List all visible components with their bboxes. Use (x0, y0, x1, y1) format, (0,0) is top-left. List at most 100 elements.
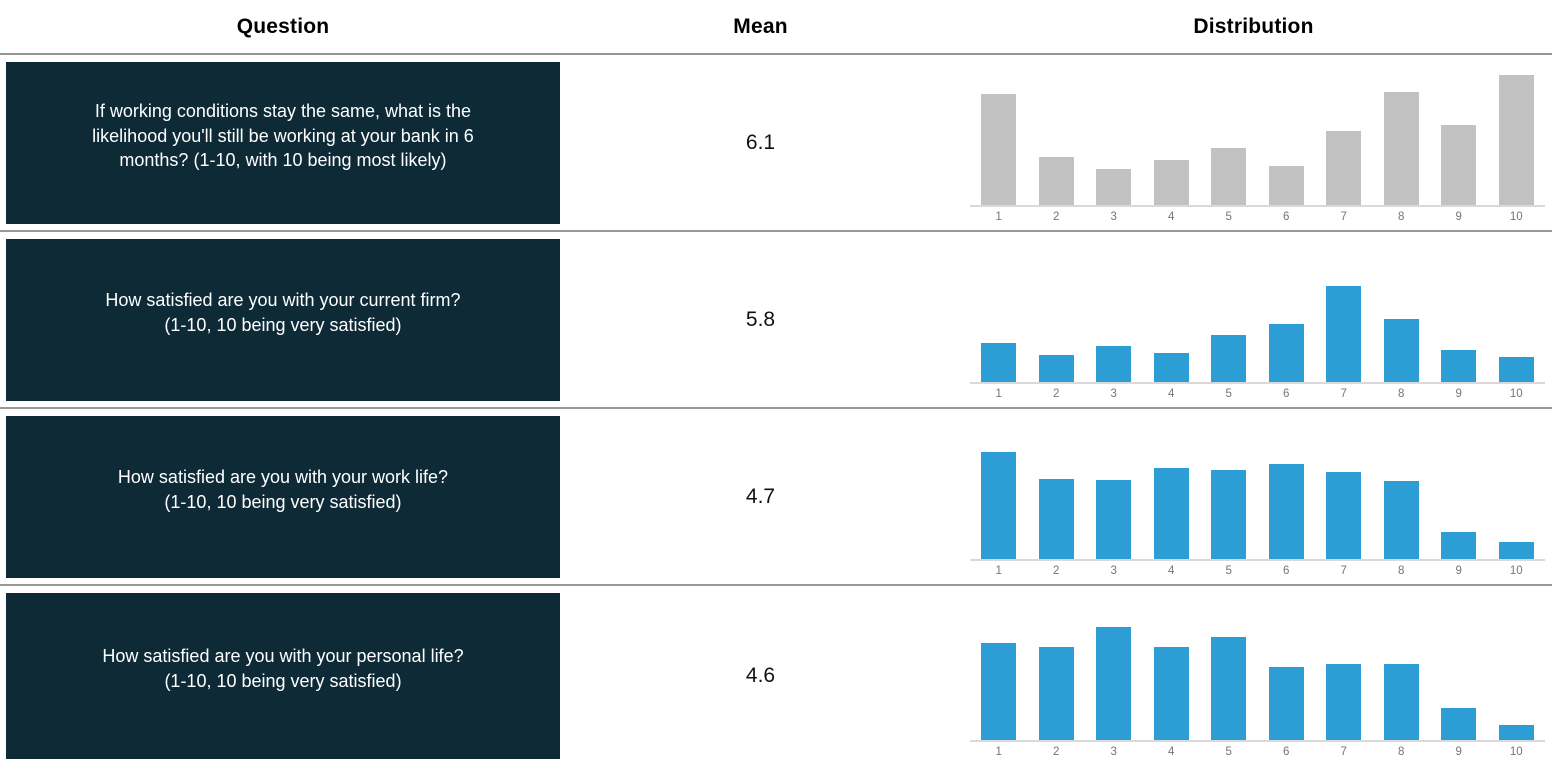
x-tick-label: 9 (1455, 565, 1462, 577)
x-axis-labels: 1 2 3 4 5 6 7 8 9 10 (970, 207, 1545, 223)
mean-cell: 4.6 (566, 586, 955, 765)
distribution-bar (1441, 708, 1477, 740)
distribution-bar (1153, 468, 1189, 559)
question-box: If working conditions stay the same, wha… (6, 62, 560, 224)
distribution-bar (981, 94, 1017, 205)
distribution-bar (1498, 542, 1534, 559)
question-box: How satisfied are you with your work lif… (6, 416, 560, 578)
x-tick-label: 6 (1283, 746, 1290, 758)
distribution-bar (1326, 131, 1362, 205)
distribution-bar (1038, 355, 1074, 382)
distribution-bar (1383, 481, 1419, 559)
x-tick-label: 7 (1340, 746, 1347, 758)
bar-slot (970, 94, 1028, 205)
x-axis-labels: 1 2 3 4 5 6 7 8 9 10 (970, 561, 1545, 577)
bar-slot (970, 343, 1028, 382)
mean-value: 5.8 (745, 307, 776, 331)
mean-cell: 6.1 (566, 55, 955, 230)
question-cell: How satisfied are you with your work lif… (0, 409, 566, 584)
distribution-cell: 1 2 3 4 5 6 7 8 9 10 (955, 232, 1552, 407)
distribution-bar (1211, 148, 1247, 205)
question-cell: How satisfied are you with your personal… (0, 586, 566, 765)
x-axis-labels: 1 2 3 4 5 6 7 8 9 10 (970, 742, 1545, 758)
bar-slot (970, 452, 1028, 559)
bar-slot (1430, 708, 1488, 740)
table-header: Question Mean Distribution (0, 0, 1552, 55)
x-tick-label: 9 (1455, 746, 1462, 758)
distribution-chart: 1 2 3 4 5 6 7 8 9 10 (970, 424, 1545, 577)
bar-slot (1143, 160, 1201, 205)
distribution-bar (1096, 480, 1132, 559)
mean-value: 6.1 (745, 130, 776, 154)
x-tick-label: 3 (1110, 388, 1117, 400)
x-tick-label: 9 (1455, 211, 1462, 223)
x-tick-label: 4 (1168, 211, 1175, 223)
question-text: How satisfied are you with your work lif… (117, 467, 449, 512)
bar-slot (1258, 667, 1316, 740)
x-tick-label: 8 (1398, 211, 1405, 223)
distribution-bar (1498, 357, 1534, 382)
survey-row-personal-life-satisfaction: How satisfied are you with your personal… (0, 586, 1552, 765)
distribution-bar (1211, 335, 1247, 382)
mean-cell: 4.7 (566, 409, 955, 584)
bar-slot (1200, 470, 1258, 559)
bars-area (970, 247, 1545, 384)
mean-cell: 5.8 (566, 232, 955, 407)
distribution-bar (1153, 160, 1189, 205)
bar-slot (1200, 637, 1258, 740)
mean-value: 4.7 (745, 484, 776, 508)
distribution-chart: 1 2 3 4 5 6 7 8 9 10 (970, 247, 1545, 400)
mean-value: 4.6 (745, 663, 776, 687)
x-tick-label: 5 (1225, 211, 1232, 223)
x-tick-label: 7 (1340, 388, 1347, 400)
question-text: How satisfied are you with your current … (105, 290, 461, 335)
x-tick-label: 8 (1398, 388, 1405, 400)
distribution-bar (1153, 353, 1189, 382)
x-tick-label: 4 (1168, 565, 1175, 577)
distribution-bar (1326, 286, 1362, 382)
bars-area (970, 605, 1545, 742)
question-box: How satisfied are you with your personal… (6, 593, 560, 759)
distribution-cell: 1 2 3 4 5 6 7 8 9 10 (955, 586, 1552, 765)
x-tick-label: 10 (1509, 746, 1523, 758)
question-text: If working conditions stay the same, wha… (92, 100, 474, 171)
bar-slot (1258, 166, 1316, 205)
distribution-chart: 1 2 3 4 5 6 7 8 9 10 (970, 70, 1545, 223)
x-tick-label: 3 (1110, 211, 1117, 223)
x-tick-label: 5 (1225, 746, 1232, 758)
column-header-question: Question (236, 14, 330, 38)
bar-slot (1085, 480, 1143, 559)
x-tick-label: 6 (1283, 211, 1290, 223)
distribution-bar (1211, 470, 1247, 559)
bar-slot (1085, 346, 1143, 382)
bar-slot (1143, 353, 1201, 382)
x-tick-label: 3 (1110, 565, 1117, 577)
bar-slot (1488, 725, 1546, 740)
bar-slot (1373, 664, 1431, 740)
x-tick-label: 10 (1509, 388, 1523, 400)
bars-area (970, 424, 1545, 561)
x-tick-label: 6 (1283, 388, 1290, 400)
column-header-mean: Mean (733, 14, 788, 38)
bar-slot (1085, 169, 1143, 205)
bar-slot (1430, 125, 1488, 205)
bar-slot (1373, 319, 1431, 382)
distribution-bar (1096, 346, 1132, 382)
distribution-bar (981, 343, 1017, 382)
x-tick-label: 2 (1053, 211, 1060, 223)
x-tick-label: 5 (1225, 565, 1232, 577)
distribution-bar (1441, 350, 1477, 382)
distribution-bar (1268, 324, 1304, 382)
bar-slot (1200, 335, 1258, 382)
x-tick-label: 3 (1110, 746, 1117, 758)
distribution-bar (1383, 319, 1419, 382)
distribution-bar (1038, 647, 1074, 740)
bar-slot (1028, 647, 1086, 740)
x-tick-label: 9 (1455, 388, 1462, 400)
bar-slot (1315, 472, 1373, 559)
distribution-chart: 1 2 3 4 5 6 7 8 9 10 (970, 605, 1545, 758)
distribution-bar (1326, 664, 1362, 740)
survey-row-firm-satisfaction: How satisfied are you with your current … (0, 232, 1552, 409)
distribution-bar (1038, 157, 1074, 205)
distribution-bar (1441, 125, 1477, 205)
